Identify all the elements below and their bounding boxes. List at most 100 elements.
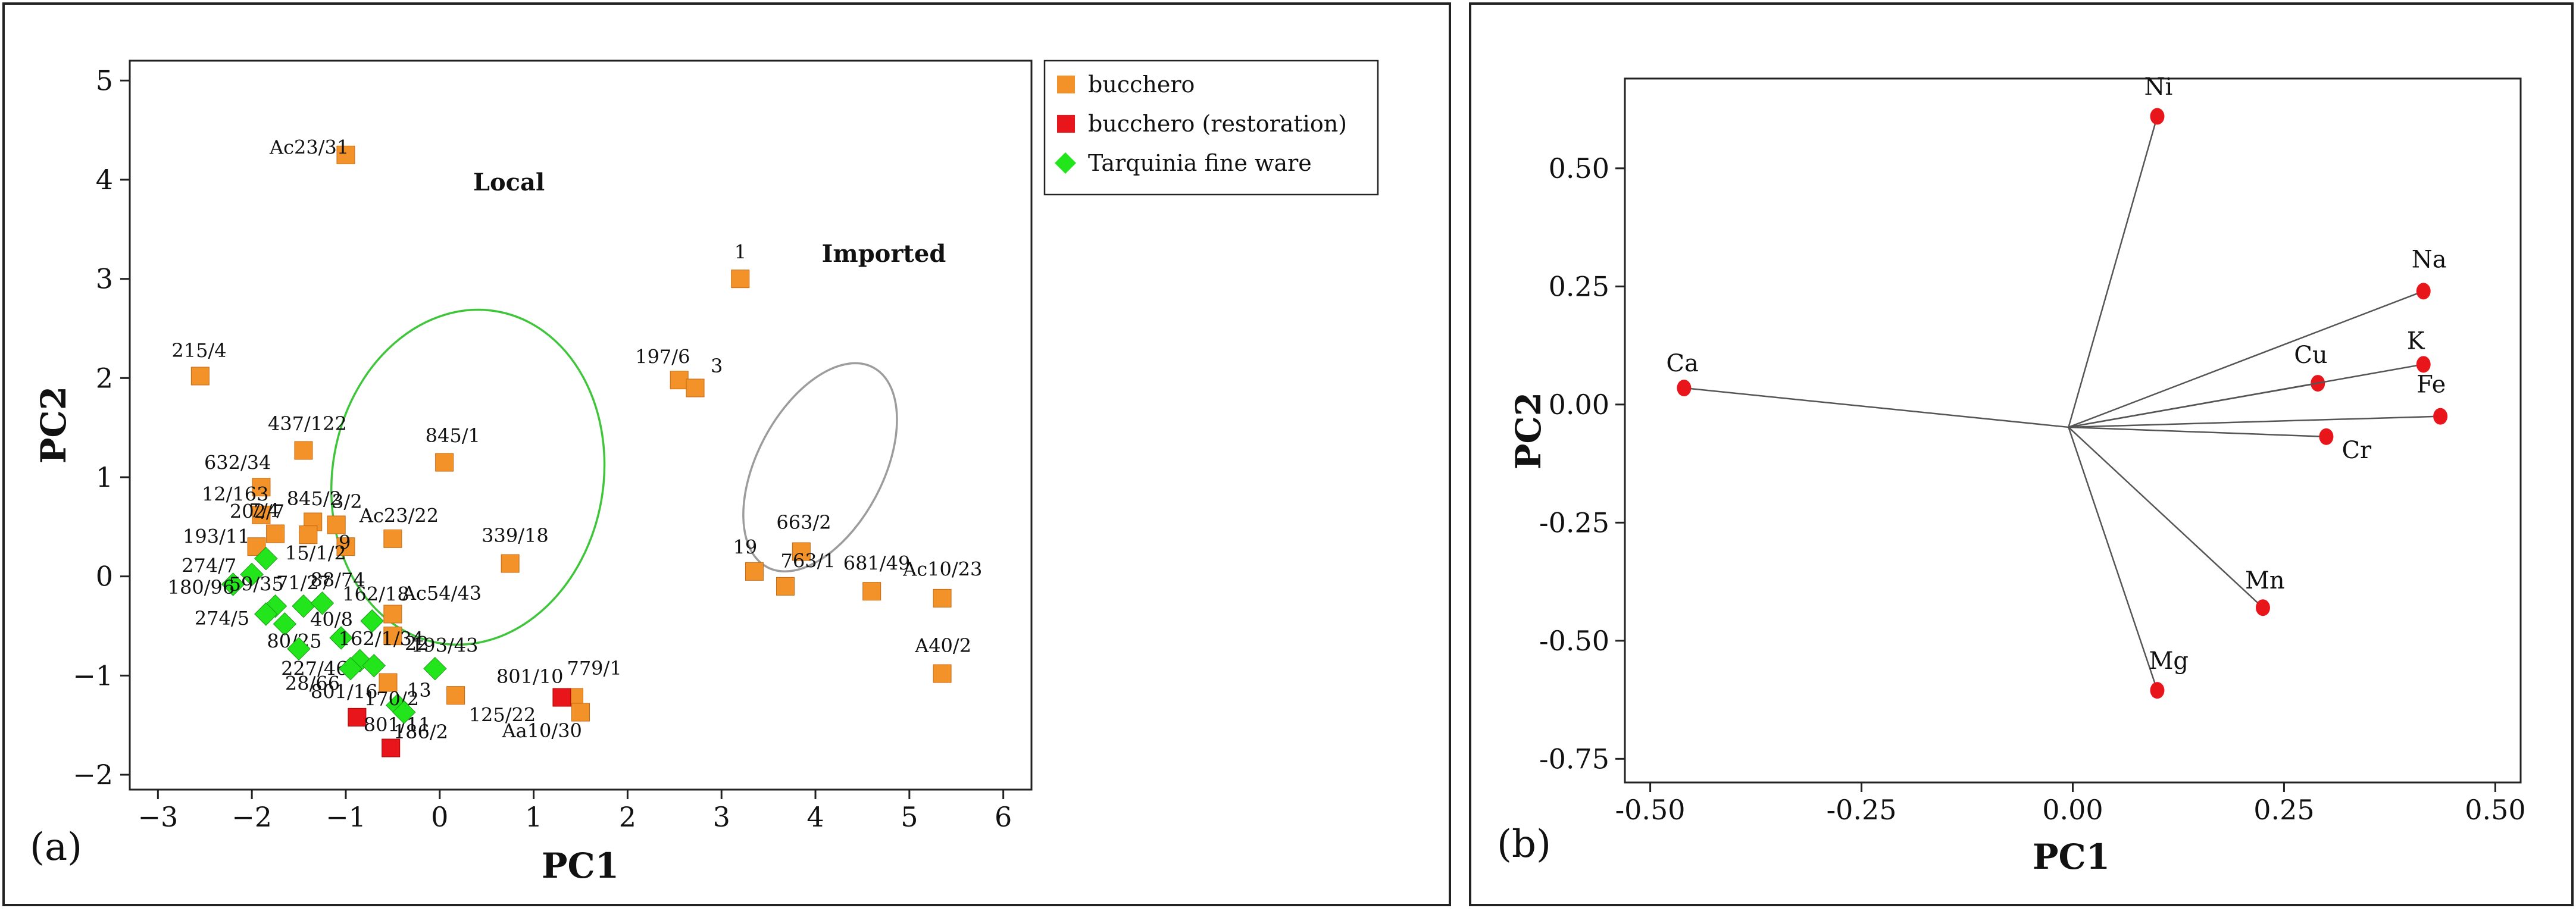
point-tarquinia-fine-ware: [221, 572, 245, 596]
panel-b: -0.50 -0.25 0.00 0.25 0.50-0.75-0.50-0.250.0…: [1469, 2, 2574, 906]
vector-mg: [2068, 427, 2158, 691]
point-label: 1: [734, 241, 746, 264]
point-bucchero: [336, 537, 355, 556]
point-label: 681/49: [843, 552, 911, 575]
group-label-imported: Imported: [822, 240, 946, 268]
y-axis-label: PC2: [33, 386, 74, 464]
vector-mn: [2068, 427, 2264, 609]
point-bucchero: [862, 582, 881, 601]
x-tick-label: 1: [525, 801, 542, 833]
y-tick-label: 5: [96, 64, 113, 96]
y-tick-label: −2: [73, 759, 113, 791]
y-tick-label: 0.00: [1549, 389, 1609, 421]
point-label: 632/34: [204, 452, 271, 474]
sample-points: Ac23/31 215/4 437/122 845/1 632/34 12/163 845/…: [168, 136, 982, 757]
point-label: 801/11: [364, 713, 431, 736]
point-tarquinia-fine-ware: [360, 609, 384, 633]
point-bucchero: [383, 627, 402, 646]
x-tick-label: −2: [232, 801, 272, 833]
point-tarquinia-fine-ware: [240, 562, 264, 587]
y-tick-label: 1: [96, 461, 113, 493]
y-tick-label: -0.50: [1539, 625, 1609, 657]
group-ellipses: Local Imported: [330, 168, 946, 646]
y-tick-label: 4: [96, 164, 113, 196]
plot-a-frame: [129, 60, 1033, 791]
point-label: Ac54/43: [402, 582, 482, 605]
point-label: 40/8: [310, 608, 353, 631]
point-label: 215/4: [171, 339, 226, 362]
point-tarquinia-fine-ware: [292, 594, 315, 618]
point-bucchero: [383, 529, 402, 548]
x-tick-label: 3: [713, 801, 730, 833]
point-label: 12/163: [202, 483, 269, 505]
point-tarquinia-fine-ware: [254, 546, 278, 571]
point-bucchero: [731, 270, 750, 289]
vector-label: Na: [2412, 246, 2447, 273]
point-label: 13: [407, 679, 432, 702]
point-label: Ac23/22: [359, 504, 439, 527]
point-label: 125/22: [469, 704, 536, 727]
legend-label: Tarquinia fine ware: [1088, 150, 1312, 176]
y-tick-label: -0.25: [1539, 506, 1609, 539]
x-tick-label: 5: [901, 801, 918, 833]
point-label: 3/2: [332, 490, 362, 513]
vector-k: [2068, 364, 2424, 428]
x-tick-label: 2: [619, 801, 636, 833]
point-label: 170/2: [364, 687, 419, 710]
point-tarquinia-fine-ware: [254, 602, 278, 626]
point-bucchero-restoration: [382, 738, 401, 757]
group-label-local: Local: [473, 168, 545, 196]
x-tick-label: −1: [326, 801, 366, 833]
point-bucchero: [252, 478, 271, 497]
point-bucchero: [571, 703, 590, 722]
point-label: 193/43: [411, 634, 479, 657]
point-bucchero: [294, 441, 313, 460]
legend-marker-square: [1057, 76, 1075, 93]
y-tick-label: 0.50: [1549, 152, 1609, 184]
point-label: Ac10/23: [902, 558, 982, 580]
vector-tip-na: [2416, 283, 2431, 300]
point-bucchero: [670, 371, 689, 390]
point-bucchero: [686, 378, 705, 397]
point-label: 59/35: [229, 573, 284, 596]
axes-a: −3 −2 −1 0 1 2 3 4 5 6 −2 −1 0 1 2 3 4 5: [73, 64, 1012, 833]
point-label: 88/74: [311, 569, 365, 591]
point-bucchero: [435, 453, 454, 472]
point-label: Aa10/30: [502, 719, 582, 742]
point-tarquinia-fine-ware: [329, 626, 353, 650]
point-bucchero: [190, 367, 210, 386]
x-tick-label: 0.25: [2253, 794, 2314, 826]
point-bucchero: [383, 605, 402, 624]
point-tarquinia-fine-ware: [339, 656, 362, 681]
point-label: 22: [405, 633, 429, 655]
point-label: 845/1: [426, 424, 480, 447]
point-label: 227/46: [281, 657, 348, 680]
legend: bucchero bucchero (restoration) Tarquinia …: [1043, 60, 1379, 196]
x-tick-label: 0: [431, 801, 448, 833]
point-label: 15/1/2: [285, 542, 346, 565]
point-tarquinia-fine-ware: [423, 656, 447, 681]
panel-a: Local Imported −3 −2 −1 0 1 2 3 4 5 6 −2 −1 0 1 2 3 4 5 Ac…: [2, 2, 1451, 906]
point-label: 197/6: [635, 346, 690, 368]
point-label: 186/2: [393, 721, 448, 743]
vector-tip-fe: [2433, 408, 2448, 425]
vector-cr: [2068, 426, 2327, 438]
point-bucchero: [379, 673, 398, 692]
y-tick-label: 2: [96, 362, 113, 394]
point-label: 180/96: [168, 576, 235, 599]
point-label: 801/10: [496, 665, 564, 688]
point-bucchero: [933, 664, 952, 683]
vector-na: [2068, 290, 2424, 428]
point-label: 202/7: [230, 500, 285, 523]
y-tick-label: 0.25: [1549, 270, 1609, 302]
vector-tip-mn: [2255, 599, 2270, 616]
vector-label: Cr: [2341, 437, 2372, 464]
point-label: 274/5: [195, 607, 249, 630]
x-tick-label: -0.50: [1615, 794, 1686, 826]
point-bucchero: [446, 686, 465, 705]
point-label: 162/1/34: [339, 627, 424, 650]
x-axis-label-b: PC1: [2033, 837, 2110, 877]
y-tick-label: 0: [96, 561, 113, 593]
point-label: 274/7: [182, 554, 236, 577]
